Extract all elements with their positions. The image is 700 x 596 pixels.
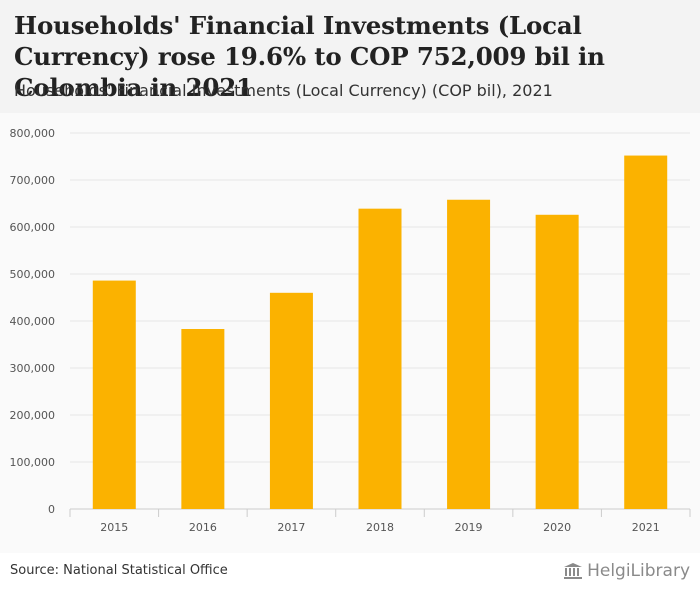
library-building-icon: [564, 563, 583, 579]
helgilibrary-logo: HelgiLibrary: [563, 561, 690, 581]
y-tick-label: 400,000: [10, 315, 56, 328]
x-tick-label: 2021: [632, 521, 660, 534]
y-tick-label: 100,000: [10, 456, 56, 469]
y-tick-label: 500,000: [10, 268, 56, 281]
y-tick-label: 600,000: [10, 221, 56, 234]
x-tick-label: 2017: [277, 521, 305, 534]
chart-subtitle: Households' Financial Investments (Local…: [14, 81, 553, 100]
chart-header: Households' Financial Investments (Local…: [0, 0, 700, 113]
chart-title: Households' Financial Investments (Local…: [14, 11, 605, 102]
bar-2021: [624, 155, 668, 509]
y-tick-label: 800,000: [10, 127, 56, 140]
bar-2015: [92, 280, 136, 509]
y-tick-label: 0: [48, 503, 55, 516]
bar-2019: [447, 199, 491, 509]
y-tick-label: 700,000: [10, 174, 56, 187]
x-tick-label: 2016: [189, 521, 217, 534]
bar-2017: [269, 292, 313, 509]
bar-2016: [181, 328, 225, 509]
x-tick-label: 2019: [455, 521, 483, 534]
source-note: Source: National Statistical Office: [10, 563, 228, 578]
y-tick-label: 200,000: [10, 409, 56, 422]
logo-text: HelgiLibrary: [587, 561, 690, 581]
x-tick-label: 2018: [366, 521, 394, 534]
y-tick-label: 300,000: [10, 362, 56, 375]
x-tick-label: 2020: [543, 521, 571, 534]
chart-area: 0 100,000 200,000 300,000 400,000 500,000 600,…: [0, 113, 700, 553]
bar-2020: [535, 214, 579, 509]
bar-2018: [358, 208, 402, 510]
bar-chart: 0 100,000 200,000 300,000 400,000 500,000 600,…: [10, 127, 691, 534]
x-tick-label: 2015: [100, 521, 128, 534]
